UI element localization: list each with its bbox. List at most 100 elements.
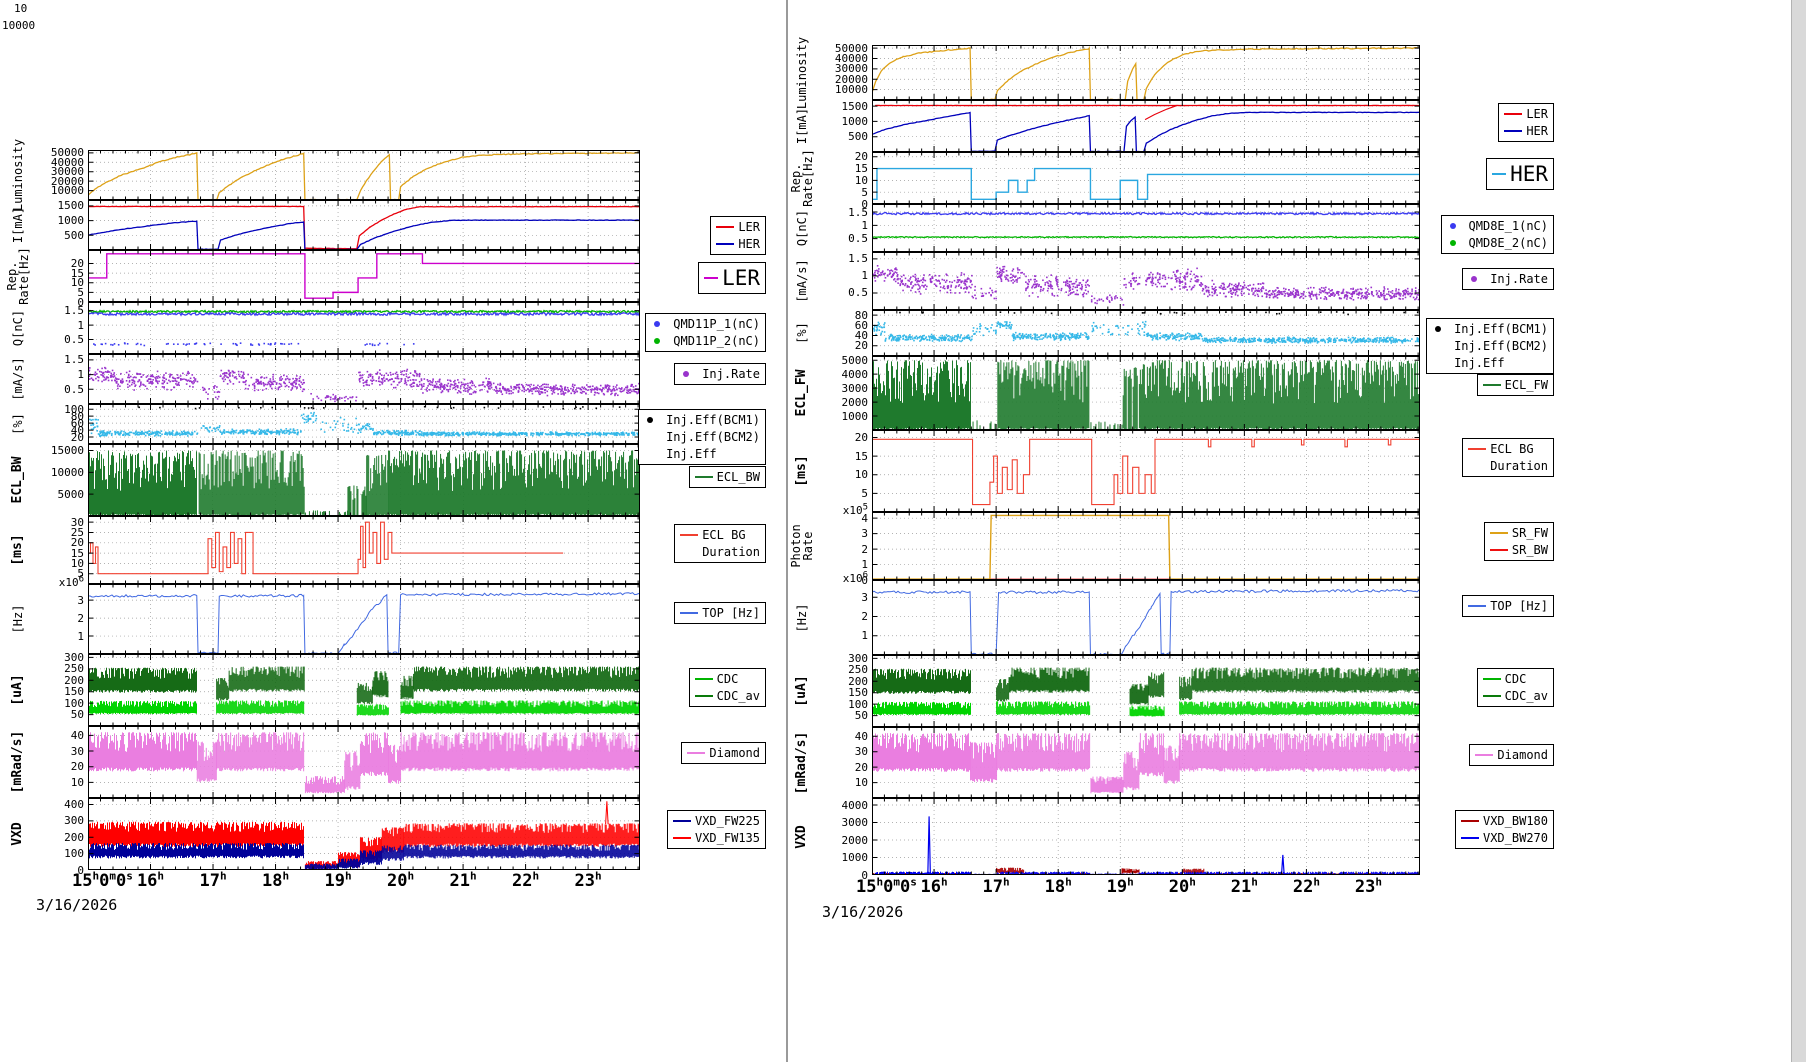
y-axis-label: VXD (794, 824, 809, 849)
subplot-right-5-canvas (872, 310, 1420, 356)
y-tick-label: 30 (70, 515, 84, 529)
y-tick-label: 3000 (841, 381, 869, 395)
y-tick-label: 20 (854, 760, 868, 774)
cropped-tick-label-1: 10 (14, 2, 28, 15)
y-axis-label: VXD (10, 822, 25, 846)
x-tick-label: 19h (1106, 875, 1134, 897)
legend-left-current: LER HER (710, 216, 766, 255)
y-tick-label: 100 (848, 697, 868, 711)
subplot-left-4-canvas (88, 354, 640, 404)
y-tick-label: 15 (854, 449, 868, 463)
color-sample-line (1489, 549, 1508, 551)
y-tick-label: 4 (861, 511, 868, 525)
scrollbar[interactable] (1791, 0, 1806, 1062)
y-axis-label: Rep. Rate[Hz] (5, 247, 31, 305)
y-tick-label: 0.5 (64, 333, 84, 347)
subplot-left-9-canvas (88, 654, 640, 726)
legend-left-ecl-bg: ECL BG Duration (674, 524, 766, 563)
y-tick-label: 0 (861, 573, 868, 587)
color-sample-line (680, 534, 699, 536)
y-tick-label: 15 (854, 162, 868, 176)
legend-dot-marker (1468, 276, 1490, 282)
y-axis-label: [%] (11, 413, 25, 435)
legend-item: TOP [Hz] (1468, 598, 1548, 614)
color-sample-dot (647, 417, 654, 423)
legend-item: ECL_BW (694, 469, 760, 485)
legend-item-label: HER (1526, 124, 1548, 138)
legend-left-ring-big: LER (698, 262, 766, 294)
y-tick-label: 150 (848, 686, 868, 700)
y-tick-label: 1 (861, 558, 868, 572)
legend-dot-marker (680, 371, 702, 377)
legend-line-marker (680, 534, 702, 536)
y-tick-label: 250 (64, 662, 84, 676)
legend-line-marker (1489, 549, 1512, 551)
y-axis-label: ECL_BW (10, 456, 25, 504)
y-axis-label: Q[nC] (795, 209, 809, 247)
legend-item: VXD_FW135 (672, 830, 760, 846)
subplot-left-8-canvas (88, 584, 640, 654)
y-tick-label: 1 (77, 629, 84, 643)
legend-item: Inj.Rate (1468, 271, 1548, 287)
legend-item-label: VXD_BW270 (1482, 831, 1548, 845)
axis-exponent-label: x106 (58, 574, 84, 589)
x-tick-label: 17h (199, 869, 227, 891)
subplot-right-3-canvas (872, 204, 1420, 252)
legend-right-vxd: VXD_BW180 VXD_BW270 (1454, 810, 1554, 849)
legend-line-marker (694, 678, 717, 680)
subplot-left-7-canvas (88, 516, 640, 584)
legend-item-label: ECL BG (702, 528, 746, 542)
y-axis-label: [mA/s] (795, 259, 809, 303)
x-tick-label: 19h (324, 869, 352, 891)
x-tick-label: 20h (387, 869, 415, 891)
legend-line-marker (694, 695, 717, 697)
y-tick-label: 20 (854, 339, 868, 353)
legend-line-marker (1468, 605, 1490, 607)
y-axis-label: [ms] (10, 534, 25, 566)
y-tick-label: 0.5 (848, 232, 868, 246)
color-sample-line (1504, 113, 1523, 115)
y-tick-label: 10 (854, 776, 868, 790)
subplot-right-6-canvas (872, 356, 1420, 430)
y-tick-label: 1.5 (64, 353, 84, 367)
y-tick-label: 20 (854, 150, 868, 164)
y-tick-label: 10000 (834, 83, 868, 97)
color-sample-line (1468, 448, 1487, 450)
y-axis-label: [%] (795, 322, 809, 344)
y-tick-label: 10 (70, 775, 84, 789)
y-tick-label: 300 (64, 814, 84, 828)
legend-line-marker (694, 476, 717, 478)
color-sample-line (1482, 678, 1501, 680)
legend-item: CDC_av (1482, 688, 1548, 704)
x-tick-label: 16h (136, 869, 165, 891)
legend-line-marker (1475, 754, 1497, 756)
y-tick-label: 30 (70, 744, 84, 758)
y-tick-label: 20 (70, 536, 84, 550)
legend-item: ECL_FW (1482, 377, 1548, 393)
y-tick-label: 40000 (834, 51, 868, 65)
y-tick-label: 60 (70, 416, 84, 430)
legend-dot-marker (1447, 240, 1469, 246)
y-tick-label: 2 (77, 611, 84, 625)
y-tick-label: 2000 (841, 395, 869, 409)
y-tick-label: 40000 (50, 155, 84, 169)
legend-line-marker (1482, 678, 1505, 680)
y-tick-label: 300 (64, 650, 84, 664)
y-tick-label: 1000 (841, 851, 869, 864)
subplot-left-6-canvas (88, 444, 640, 516)
y-axis-label: [uA] (794, 675, 809, 707)
legend-item-label: VXD_FW135 (694, 831, 760, 845)
x-tick-label: 18h (261, 869, 290, 891)
legend-item-label: TOP [Hz] (702, 606, 760, 620)
y-tick-label: 10000 (50, 465, 84, 479)
y-tick-label: 0 (77, 863, 84, 877)
legend-item: Inj.Rate (680, 366, 760, 382)
legend-right-cdc: CDC CDC_av (1476, 668, 1554, 707)
x-tick-label: 23h (1354, 875, 1383, 897)
y-tick-label: 500 (64, 228, 84, 242)
subplot-left-10-canvas (88, 726, 640, 798)
y-tick-label: 300 (848, 651, 868, 665)
subplot-right-4-canvas (872, 252, 1420, 310)
x-tick-label: 22h (1292, 875, 1320, 897)
legend-right-charge: QMD8E_1(nC) QMD8E_2(nC) (1440, 215, 1554, 254)
